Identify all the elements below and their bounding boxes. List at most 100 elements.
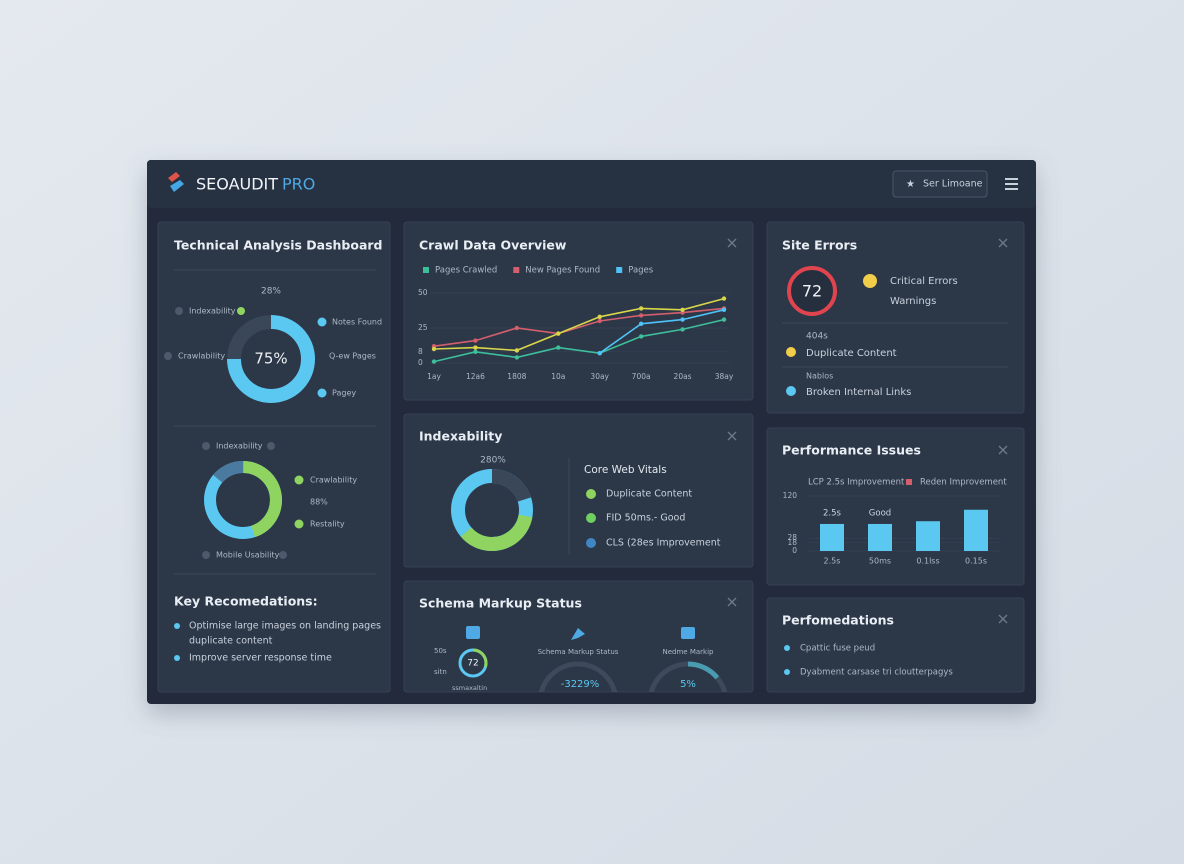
dot: [175, 307, 183, 315]
series-line: [433, 297, 725, 352]
y-tick-label: 28: [787, 533, 797, 542]
bar-note: 2.5s: [823, 509, 842, 519]
panel-title: Technical Analysis Dashboard: [174, 238, 383, 253]
icon: [681, 627, 695, 639]
gauge: [647, 661, 729, 692]
point: [721, 317, 727, 322]
point: [473, 349, 478, 354]
list-item: Dyabment carsase tri cloutterpagys: [800, 668, 953, 678]
list-item: CLS (28es Improvement: [606, 538, 721, 549]
label: 88%: [310, 498, 328, 507]
x-tick-label: 700a: [632, 372, 651, 381]
y-tick-label: 18: [787, 538, 797, 547]
point: [514, 325, 520, 331]
list-item: Optimise large images on landing pages: [189, 621, 381, 632]
value: 5%: [680, 679, 696, 690]
point: [680, 307, 685, 312]
header-bar: [147, 160, 1036, 208]
point: [638, 313, 644, 318]
x-tick-label: 50ms: [869, 557, 891, 566]
header-button-label[interactable]: Ser Limoane: [923, 179, 983, 190]
menu-icon[interactable]: [1005, 178, 1018, 190]
legend-swatch: [616, 267, 623, 273]
star-icon: ★: [906, 179, 915, 190]
point: [431, 346, 437, 352]
bar: [868, 523, 892, 551]
series-line: [433, 307, 725, 347]
list-item: FID 50ms.- Good: [606, 513, 685, 524]
gauge: [538, 661, 618, 692]
legend-swatch: [513, 267, 520, 273]
y-tick-label: 0: [418, 358, 423, 367]
panel-recommendations: [766, 597, 1025, 693]
point: [514, 348, 520, 353]
point: [473, 345, 478, 350]
label: 50s: [434, 647, 447, 655]
point: [638, 334, 644, 339]
legend-swatch: [423, 267, 429, 273]
label: Crawlability: [310, 476, 357, 485]
dot: [786, 347, 796, 357]
label: Schema Markup Status: [538, 648, 619, 656]
x-tick-label: 0.15s: [965, 557, 987, 566]
section-title: Core Web Vitals: [584, 464, 667, 476]
point: [597, 318, 602, 324]
dot: [317, 317, 327, 327]
label: Duplicate Content: [806, 348, 897, 359]
close-icons[interactable]: [727, 238, 1008, 624]
donut-top-label: 28%: [261, 287, 281, 297]
point: [473, 338, 478, 343]
dot: [786, 386, 796, 396]
bullet: [784, 645, 790, 651]
label: 404s: [806, 332, 828, 342]
score: 72: [802, 282, 822, 301]
y-tick-label: 8: [418, 347, 423, 356]
icon: [571, 628, 585, 640]
donut-ring: [451, 469, 533, 551]
score-ring: [787, 266, 837, 316]
list-item: Duplicate Content: [606, 489, 692, 500]
point: [556, 331, 561, 336]
legend-item: Reden Improvement: [920, 478, 1007, 488]
label: Broken Internal Links: [806, 387, 911, 398]
x-tick-label: 0.1lss: [916, 557, 939, 566]
y-tick-label: 0: [792, 546, 797, 555]
label: Indexability: [216, 442, 263, 451]
point: [638, 321, 644, 326]
label: Pagey: [332, 389, 356, 398]
point: [680, 327, 685, 332]
dot: [863, 274, 877, 288]
logo: [170, 180, 184, 192]
legend-label: Pages: [628, 266, 654, 276]
point: [514, 355, 520, 360]
x-tick-label: 1808: [507, 372, 526, 381]
panel-title: Schema Markup Status: [419, 596, 582, 611]
section-title: Key Recomedations:: [174, 594, 318, 609]
panel-title: Performance Issues: [782, 443, 921, 458]
list-item: Improve server response time: [189, 653, 332, 664]
point: [680, 317, 685, 322]
label: Notes Found: [332, 318, 382, 327]
logo: [168, 172, 180, 182]
x-tick-label: 2.5s: [824, 557, 841, 566]
point: [431, 359, 437, 364]
gauge-label: 72: [467, 659, 478, 669]
list-item: Cpattic fuse peud: [800, 644, 875, 654]
bar: [964, 509, 988, 551]
donut-ring: [204, 461, 282, 540]
point: [721, 307, 727, 312]
brand-suffix: PRO: [282, 175, 315, 194]
label: ssmaxaltin: [452, 684, 487, 692]
legend-swatch: [906, 479, 912, 485]
dot: [202, 442, 210, 450]
panel-title: Indexability: [419, 429, 502, 444]
brand: SEOAUDIT: [196, 175, 278, 194]
list-item: duplicate content: [189, 636, 273, 647]
header-button[interactable]: [892, 170, 988, 198]
label: sitn: [434, 668, 447, 676]
donut-top-label: 280%: [480, 456, 506, 466]
panel-title: Site Errors: [782, 238, 857, 253]
y-tick-label: 50: [418, 288, 428, 297]
panel-title: Crawl Data Overview: [419, 238, 567, 253]
